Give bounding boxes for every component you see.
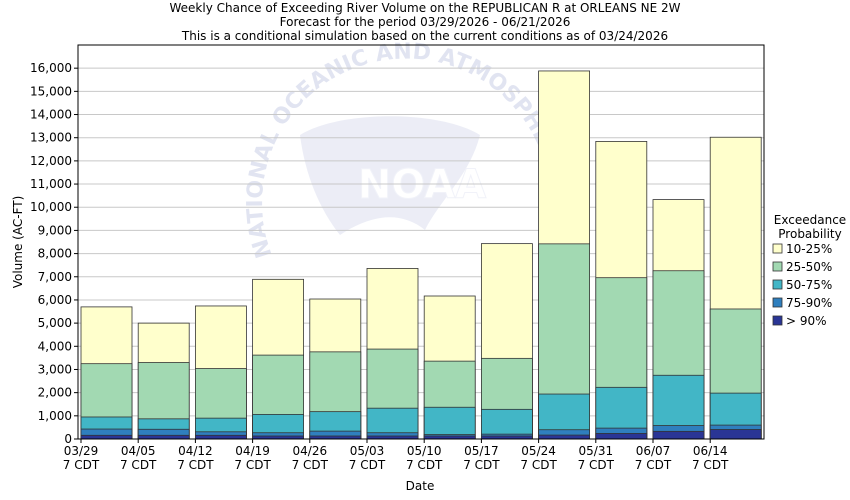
- x-tick-label-zone: 7 CDT: [120, 458, 157, 472]
- gridlines: [78, 67, 764, 417]
- x-tick-label-zone: 7 CDT: [463, 458, 500, 472]
- y-tick-label: 3,000: [38, 362, 72, 376]
- x-tick-label-zone: 7 CDT: [234, 458, 271, 472]
- y-tick-label: 16,000: [30, 61, 72, 75]
- y-tick-label: 12,000: [30, 154, 72, 168]
- bars: [80, 70, 762, 440]
- legend-label: 50-75%: [786, 278, 832, 292]
- y-tick-label: 14,000: [30, 108, 72, 122]
- bar-segment: [595, 433, 648, 440]
- bar-segment: [423, 406, 476, 440]
- axes: 0 1,000 2,000 3,000 4,000 5,000 6,000 7,000 8,00…: [30, 44, 765, 472]
- legend-swatch: [772, 243, 783, 254]
- y-tick-label: 13,000: [30, 131, 72, 145]
- y-tick-label: 8,000: [38, 247, 72, 261]
- x-tick-label-date: 05/10: [407, 444, 442, 458]
- legend-swatch: [772, 315, 783, 326]
- x-axis-title: Date: [406, 479, 435, 493]
- y-tick-label: 0: [64, 432, 72, 446]
- x-tick-label-zone: 7 CDT: [520, 458, 557, 472]
- chart-title-line-2: Forecast for the period 03/29/2026 - 06/…: [280, 15, 571, 29]
- x-tick-label-date: 05/17: [464, 444, 499, 458]
- plot-area: [78, 45, 764, 439]
- legend-label: 10-25%: [786, 242, 832, 256]
- x-tick-label-zone: 7 CDT: [63, 458, 100, 472]
- y-tick-label: 15,000: [30, 84, 72, 98]
- x-tick-label-zone: 7 CDT: [292, 458, 329, 472]
- x-tick-label-date: 06/07: [636, 444, 671, 458]
- y-axis-title: Volume (AC-FT): [11, 196, 25, 289]
- x-tick-label-zone: 7 CDT: [406, 458, 443, 472]
- legend-label: 25-50%: [786, 260, 832, 274]
- legend-swatch: [772, 297, 783, 308]
- bar-segment: [709, 429, 762, 440]
- legend: Exceedance Probability 10-25% 25-50% 50-75…: [772, 213, 846, 328]
- x-tick-label-zone: 7 CDT: [578, 458, 615, 472]
- y-tick-label: 11,000: [30, 177, 72, 191]
- x-tick-label-zone: 7 CDT: [635, 458, 672, 472]
- y-tick-label: 10,000: [30, 200, 72, 214]
- y-tick-label: 5,000: [38, 316, 72, 330]
- x-tick-label-date: 04/12: [178, 444, 213, 458]
- bar-segment: [194, 434, 247, 440]
- y-tick-label: 4,000: [38, 339, 72, 353]
- bar-segment: [652, 430, 705, 440]
- x-tick-label-date: 06/14: [693, 444, 728, 458]
- noaa-watermark-wave: [300, 116, 480, 235]
- legend-swatch: [772, 261, 783, 272]
- chart-title-line-3: This is a conditional simulation based o…: [181, 29, 668, 43]
- x-tick-label-date: 04/19: [235, 444, 270, 458]
- legend-title-line-2: Probability: [778, 227, 841, 241]
- x-tick-label-date: 05/31: [579, 444, 614, 458]
- y-tick-label: 7,000: [38, 270, 72, 284]
- x-tick-label-date: 04/05: [121, 444, 156, 458]
- x-tick-label-date: 05/24: [521, 444, 556, 458]
- y-tick-label: 9,000: [38, 223, 72, 237]
- x-tick-label-date: 05/03: [350, 444, 385, 458]
- legend-label: > 90%: [786, 314, 827, 328]
- legend-title-line-1: Exceedance: [774, 213, 846, 227]
- plot-frame: [77, 44, 765, 440]
- x-tick-label-date: 03/29: [64, 444, 99, 458]
- bar-segment: [80, 434, 133, 440]
- noaa-watermark-logo: NOAA: [358, 162, 486, 208]
- y-tick-label: 6,000: [38, 293, 72, 307]
- x-tick-label-zone: 7 CDT: [177, 458, 214, 472]
- bar-segment: [538, 434, 590, 440]
- x-tick-label-zone: 7 CDT: [349, 458, 386, 472]
- y-tick-label: 2,000: [38, 386, 72, 400]
- y-tick-label: 1,000: [38, 409, 72, 423]
- x-tick-label-date: 04/26: [293, 444, 328, 458]
- legend-swatch: [772, 279, 783, 290]
- chart-title-line-1: Weekly Chance of Exceeding River Volume …: [169, 1, 680, 15]
- x-tick-label-zone: 7 CDT: [692, 458, 729, 472]
- bar-segment: [137, 434, 190, 440]
- legend-label: 75-90%: [786, 296, 832, 310]
